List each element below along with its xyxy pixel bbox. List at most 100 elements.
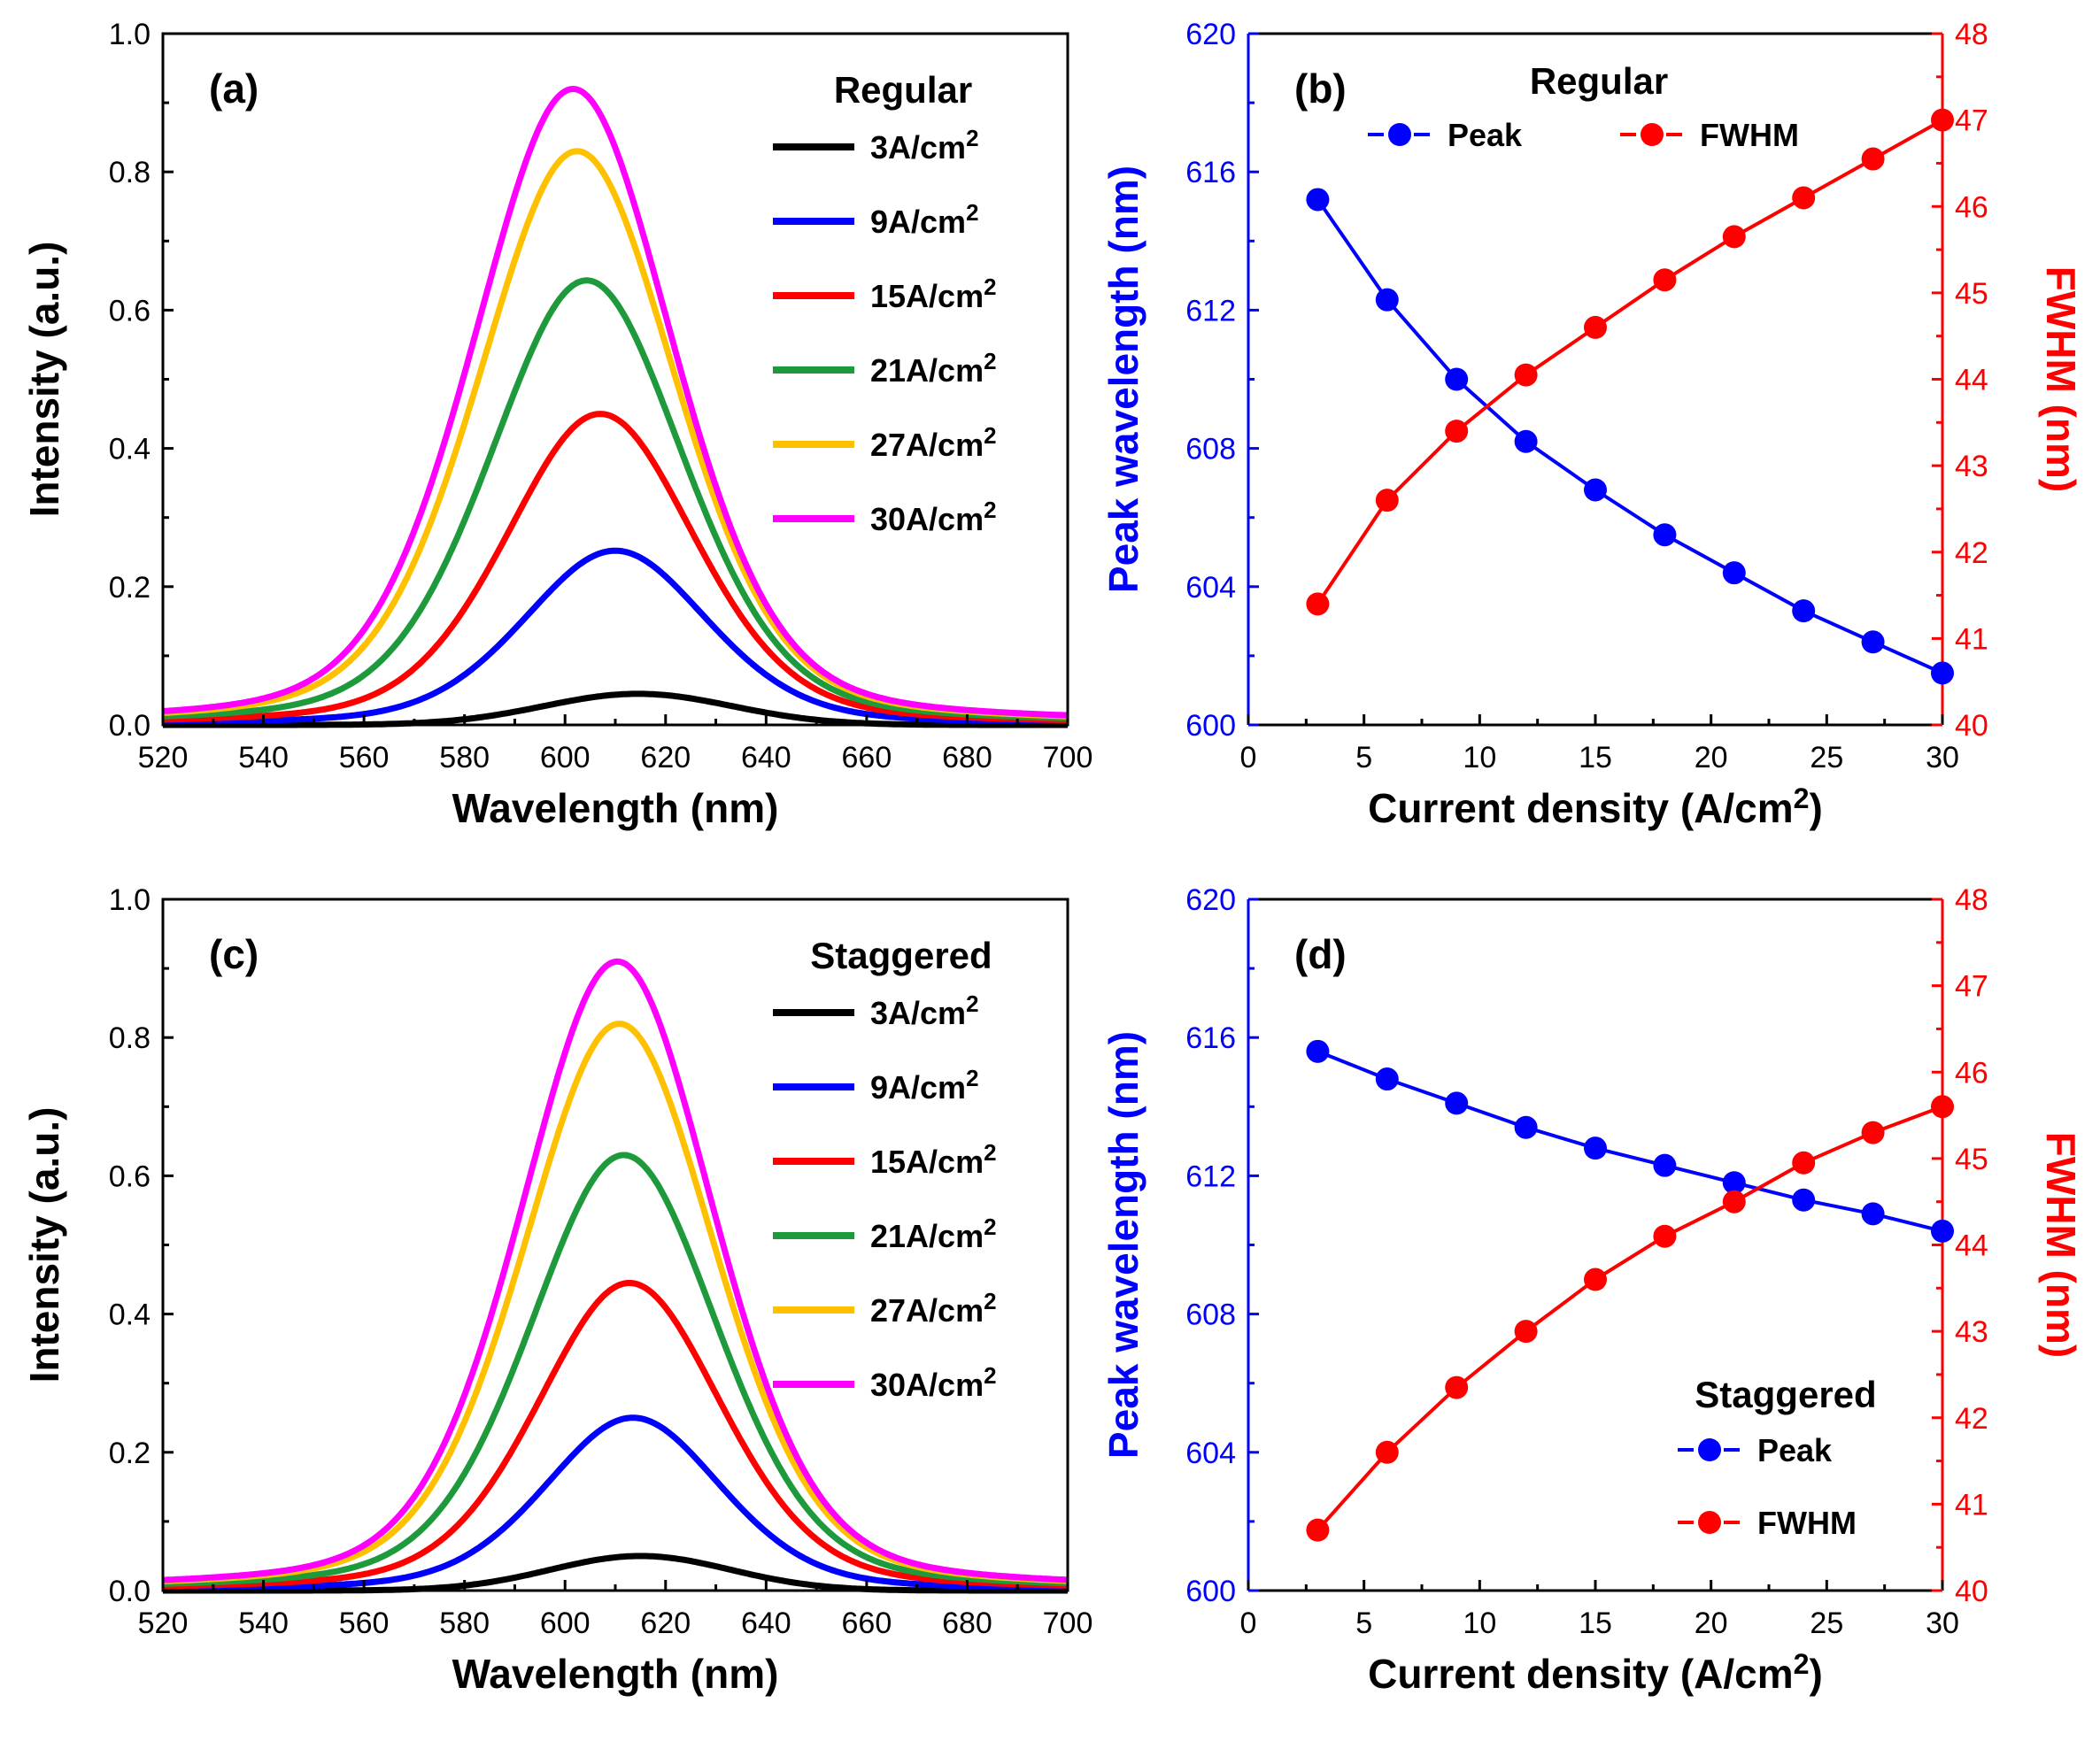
dual-axis-panel-3: 0 5 10 15 20 25 30 600 604 608 612 616 620 40 41 42 43 44… bbox=[1100, 883, 2084, 1697]
legend-current: 15 bbox=[870, 278, 906, 314]
left-y-tick-label: 604 bbox=[1185, 1437, 1236, 1470]
x-tick-label: 0 bbox=[1240, 1606, 1257, 1640]
legend: Staggered Peak FWHM bbox=[1678, 1374, 1877, 1541]
right-y-tick-label: 43 bbox=[1955, 450, 1988, 483]
right-y-tick-label: 46 bbox=[1955, 190, 1988, 224]
right-y-tick-label: 45 bbox=[1955, 1143, 1988, 1176]
right-y-tick-label: 43 bbox=[1955, 1315, 1988, 1349]
data-point-peak bbox=[1375, 1067, 1399, 1091]
label-base: Current density (A/cm bbox=[1368, 785, 1794, 831]
x-tick-label: 520 bbox=[138, 1606, 189, 1640]
x-tick-label: 20 bbox=[1695, 741, 1728, 774]
left-y-axis-title: Peak wavelength (nm) bbox=[1100, 166, 1147, 593]
right-y-tick-label: 40 bbox=[1955, 1575, 1988, 1608]
legend-label-30A: 30A/cm2 bbox=[870, 1364, 997, 1403]
y-tick-label: 1.0 bbox=[109, 18, 151, 51]
legend-unit: A/cm bbox=[906, 1292, 984, 1329]
legend-unit: A/cm bbox=[906, 352, 984, 389]
y-tick-label: 0.4 bbox=[109, 433, 151, 466]
left-y-tick-label: 604 bbox=[1185, 571, 1236, 605]
x-tick-label: 640 bbox=[741, 741, 791, 774]
right-y-tick-label: 48 bbox=[1955, 883, 1988, 917]
legend-unit: A/cm bbox=[906, 427, 984, 463]
left-y-tick-label: 608 bbox=[1185, 433, 1236, 466]
right-y-tick-label: 41 bbox=[1955, 1488, 1988, 1522]
legend-label-27A: 27A/cm2 bbox=[870, 424, 997, 463]
spectrum-line-9A bbox=[162, 1414, 1069, 1591]
x-tick-label: 560 bbox=[339, 1606, 390, 1640]
data-point-fwhm bbox=[1306, 1518, 1330, 1542]
data-point-fwhm bbox=[1375, 1440, 1399, 1464]
legend-current: 9 bbox=[870, 204, 888, 240]
data-point-peak bbox=[1931, 1219, 1954, 1243]
x-tick-label: 700 bbox=[1043, 741, 1093, 774]
series-fwhm bbox=[1306, 1095, 1954, 1542]
legend-current: 3 bbox=[870, 995, 888, 1031]
series-peak bbox=[1306, 188, 1954, 685]
left-y-tick-label: 612 bbox=[1185, 294, 1236, 327]
legend-current: 30 bbox=[870, 501, 906, 537]
legend-superscript: 2 bbox=[966, 1067, 978, 1091]
legend-current: 27 bbox=[870, 427, 906, 463]
legend-superscript: 2 bbox=[984, 350, 996, 374]
data-point-peak bbox=[1722, 1171, 1746, 1195]
legend-label-15A: 15A/cm2 bbox=[870, 275, 997, 314]
data-point-fwhm bbox=[1584, 1267, 1607, 1291]
data-point-peak bbox=[1445, 367, 1469, 391]
legend-title: Staggered bbox=[1695, 1374, 1876, 1415]
spectrum-panel-2: 520 540 560 580 600 620 640 660 680 700 0.0 0.2 0.4 0… bbox=[21, 883, 1092, 1697]
x-tick-label: 15 bbox=[1579, 1606, 1612, 1640]
y-axis-title: Intensity (a.u.) bbox=[21, 242, 67, 518]
legend-label-30A: 30A/cm2 bbox=[870, 498, 997, 537]
right-y-tick-label: 47 bbox=[1955, 104, 1988, 138]
x-tick-label: 660 bbox=[842, 741, 892, 774]
x-tick-label: 520 bbox=[138, 741, 189, 774]
legend-superscript: 2 bbox=[966, 127, 978, 151]
y-tick-label: 0.0 bbox=[109, 709, 151, 743]
legend-current: 9 bbox=[870, 1069, 888, 1106]
x-tick-label: 700 bbox=[1043, 1606, 1093, 1640]
label-base: Current density (A/cm bbox=[1368, 1651, 1794, 1697]
x-tick-label: 10 bbox=[1463, 741, 1496, 774]
data-point-peak bbox=[1792, 1188, 1816, 1212]
right-y-tick-label: 44 bbox=[1955, 364, 1988, 397]
x-axis-title: Wavelength (nm) bbox=[452, 785, 779, 831]
legend-superscript: 2 bbox=[966, 201, 978, 226]
data-point-fwhm bbox=[1931, 108, 1954, 132]
legend-current: 27 bbox=[870, 1292, 906, 1329]
data-point-peak bbox=[1375, 288, 1399, 312]
data-point-peak bbox=[1584, 478, 1607, 502]
data-point-fwhm bbox=[1653, 1224, 1677, 1248]
spectrum-line-30A bbox=[162, 86, 1069, 719]
legend-superscript: 2 bbox=[984, 275, 996, 300]
legend-unit: A/cm bbox=[906, 278, 984, 314]
legend-label-peak: Peak bbox=[1757, 1432, 1833, 1468]
panel-label: (a) bbox=[209, 65, 259, 112]
data-point-peak bbox=[1861, 630, 1885, 654]
y-tick-label: 0.6 bbox=[109, 294, 151, 327]
legend-current: 30 bbox=[870, 1367, 906, 1403]
data-point-peak bbox=[1584, 1136, 1607, 1160]
y-tick-label: 0.2 bbox=[109, 571, 151, 605]
data-point-fwhm bbox=[1861, 147, 1885, 171]
right-y-axis-title: FWHM (nm) bbox=[2038, 266, 2084, 492]
right-y-tick-label: 42 bbox=[1955, 536, 1988, 570]
data-point-peak bbox=[1861, 1202, 1885, 1226]
left-y-axis-title: Peak wavelength (nm) bbox=[1100, 1031, 1147, 1459]
x-axis-title: Current density (A/cm2) bbox=[1368, 1648, 1823, 1697]
data-point-peak bbox=[1514, 429, 1538, 453]
legend-superscript: 2 bbox=[984, 1364, 996, 1389]
x-tick-label: 600 bbox=[540, 1606, 591, 1640]
series-line-fwhm bbox=[1316, 118, 1943, 605]
label-superscript: 2 bbox=[1794, 1648, 1810, 1680]
series-line-peak bbox=[1316, 1049, 1943, 1233]
x-tick-label: 20 bbox=[1695, 1606, 1728, 1640]
legend-unit: A/cm bbox=[906, 1367, 984, 1403]
x-tick-label: 620 bbox=[640, 1606, 691, 1640]
panel-label: (b) bbox=[1294, 65, 1347, 112]
data-point-fwhm bbox=[1514, 363, 1538, 387]
legend-marker-fwhm bbox=[1641, 123, 1664, 146]
legend-title: Regular bbox=[834, 69, 972, 111]
data-point-peak bbox=[1931, 661, 1954, 685]
legend-unit: A/cm bbox=[888, 129, 966, 166]
